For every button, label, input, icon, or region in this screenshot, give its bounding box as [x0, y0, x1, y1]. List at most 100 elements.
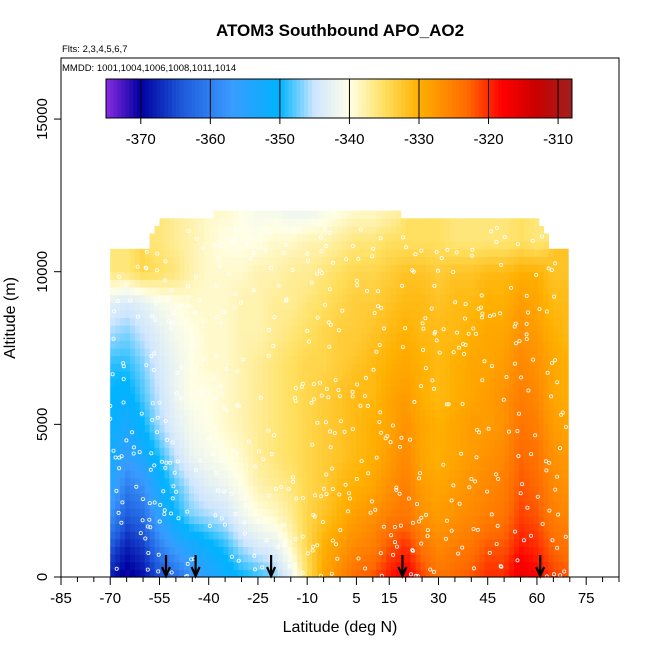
sample-point	[419, 515, 424, 520]
heatmap-cell	[115, 538, 121, 547]
sample-point	[544, 574, 549, 579]
heatmap-cell	[356, 462, 362, 471]
heatmap-cell	[331, 287, 338, 296]
heatmap-cell	[454, 302, 461, 311]
heatmap-cell	[203, 264, 210, 273]
heatmap-cell	[174, 264, 180, 273]
heatmap-cell	[533, 378, 540, 387]
heatmap-cell	[238, 264, 244, 273]
sample-point	[429, 306, 434, 311]
heatmap-cell	[272, 493, 279, 502]
heatmap-cell	[514, 264, 520, 273]
heatmap-cell	[390, 462, 397, 471]
heatmap-cell	[321, 340, 328, 349]
heatmap-cell	[297, 477, 303, 486]
heatmap-cell	[292, 454, 298, 464]
heatmap-cell	[425, 233, 431, 242]
heatmap-cell	[159, 393, 165, 402]
heatmap-cell	[509, 355, 515, 364]
heatmap-cell	[548, 454, 554, 464]
heatmap-cell	[518, 546, 525, 555]
heatmap-cell	[425, 485, 431, 494]
heatmap-cell	[125, 454, 131, 464]
heatmap-cell	[499, 218, 505, 227]
heatmap-cell	[134, 393, 141, 402]
heatmap-cell	[523, 424, 530, 433]
sample-point	[460, 401, 465, 406]
heatmap-cell	[282, 363, 289, 372]
heatmap-cell	[548, 416, 554, 425]
heatmap-cell	[499, 363, 505, 372]
heatmap-cell	[243, 225, 249, 235]
heatmap-cell	[548, 256, 554, 265]
heatmap-cell	[189, 432, 195, 441]
heatmap-cell	[405, 248, 412, 257]
heatmap-cell	[381, 348, 387, 357]
heatmap-cell	[110, 256, 116, 265]
sample-point	[156, 552, 161, 557]
heatmap-cell	[356, 508, 362, 517]
heatmap-cell	[233, 500, 239, 509]
heatmap-cell	[179, 264, 185, 273]
heatmap-cell	[420, 409, 426, 418]
heatmap-cell	[144, 508, 151, 517]
heatmap-cell	[548, 515, 554, 525]
heatmap-cell	[321, 256, 328, 265]
heatmap-cell	[445, 325, 451, 334]
sample-point	[414, 502, 419, 507]
heatmap-cell	[184, 477, 190, 486]
heatmap-cell	[262, 432, 269, 441]
heatmap-cell	[563, 485, 569, 494]
heatmap-cell	[134, 325, 141, 334]
heatmap-cell	[518, 493, 525, 502]
sample-point	[157, 400, 162, 405]
sample-point	[451, 483, 456, 488]
heatmap-cell	[523, 538, 530, 547]
heatmap-cell	[277, 462, 284, 471]
heatmap-cell	[307, 325, 313, 334]
heatmap-cell	[499, 302, 505, 311]
heatmap-cell	[213, 264, 220, 273]
sample-point	[521, 538, 526, 543]
heatmap-cell	[538, 454, 545, 464]
heatmap-cell	[489, 325, 495, 334]
heatmap-cell	[297, 325, 303, 334]
heatmap-cell	[518, 500, 525, 509]
heatmap-cell	[509, 256, 515, 265]
heatmap-cell	[504, 531, 510, 540]
heatmap-cell	[213, 424, 220, 433]
heatmap-cell	[287, 378, 293, 387]
heatmap-cell	[125, 416, 131, 425]
heatmap-cell	[115, 309, 121, 319]
heatmap-cell	[125, 340, 131, 349]
heatmap-cell	[538, 325, 545, 334]
heatmap-cell	[272, 309, 279, 319]
heatmap-cell	[558, 378, 564, 387]
heatmap-cell	[248, 386, 254, 395]
heatmap-cell	[381, 485, 387, 494]
heatmap-cell	[297, 432, 303, 441]
heatmap-cell	[257, 485, 264, 494]
heatmap-cell	[233, 531, 239, 540]
heatmap-cell	[248, 401, 254, 410]
heatmap-field	[110, 210, 569, 578]
heatmap-cell	[445, 340, 451, 349]
heatmap-cell	[297, 309, 303, 319]
heatmap-cell	[543, 256, 549, 265]
colorbar-segment	[505, 79, 511, 118]
heatmap-cell	[243, 340, 249, 349]
heatmap-cell	[479, 477, 485, 486]
heatmap-cell	[282, 332, 289, 341]
heatmap-cell	[198, 523, 205, 532]
heatmap-cell	[523, 264, 530, 273]
heatmap-cell	[454, 378, 461, 387]
heatmap-cell	[445, 493, 451, 502]
heatmap-cell	[297, 233, 303, 242]
heatmap-cell	[302, 409, 308, 418]
sample-point	[260, 565, 265, 570]
heatmap-cell	[543, 393, 549, 402]
heatmap-cell	[198, 294, 205, 303]
heatmap-cell	[257, 355, 264, 364]
heatmap-cell	[184, 439, 190, 448]
colorbar-segment	[241, 79, 247, 118]
